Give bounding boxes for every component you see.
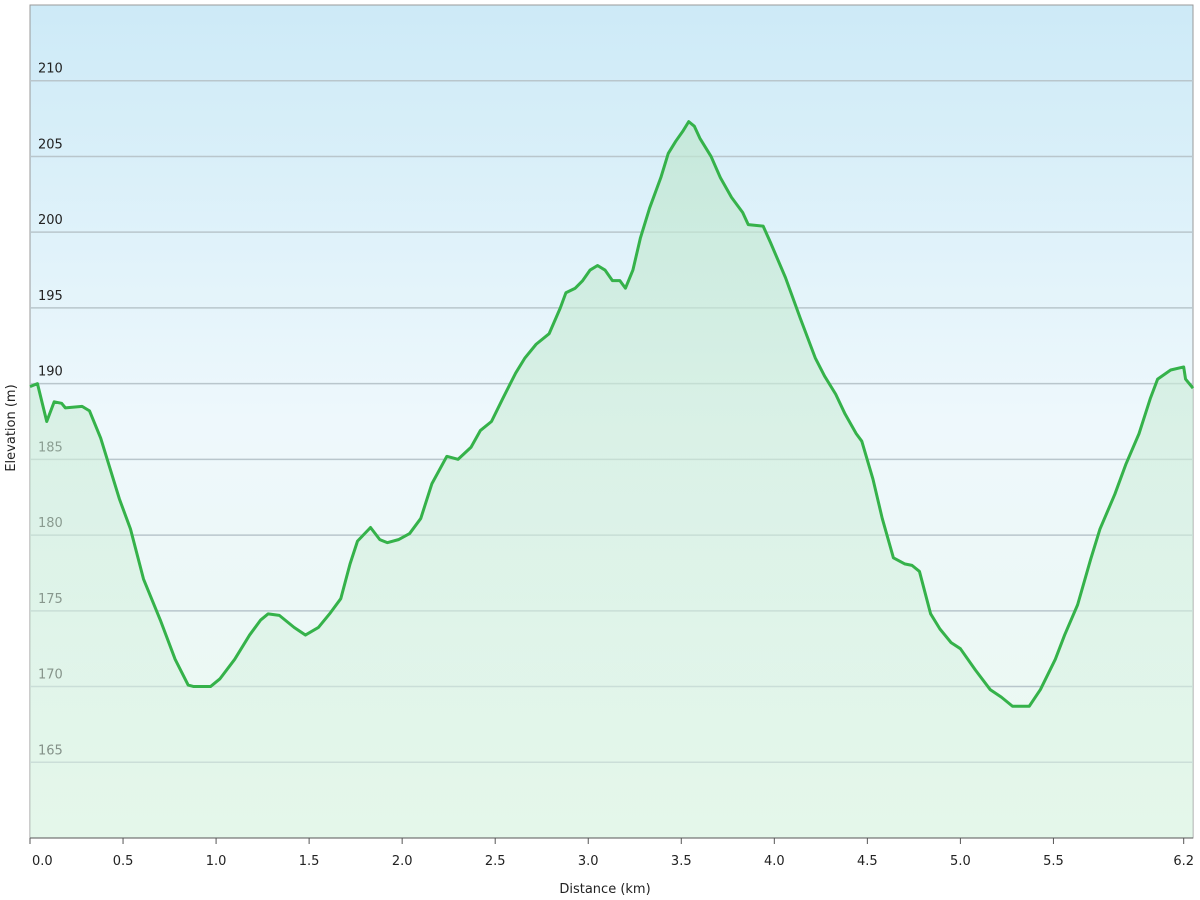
x-tick-label: 1.0 bbox=[206, 854, 227, 869]
x-tick-label: 0.0 bbox=[32, 854, 53, 869]
y-tick-label: 205 bbox=[38, 137, 63, 152]
y-tick-label: 190 bbox=[38, 365, 63, 380]
x-tick-label: 0.5 bbox=[113, 854, 134, 869]
y-tick-label: 200 bbox=[38, 213, 63, 228]
x-tick-label: 1.5 bbox=[299, 854, 320, 869]
x-tick-label: 6.2 bbox=[1173, 854, 1194, 869]
x-tick-label: 4.5 bbox=[857, 854, 878, 869]
x-tick-label: 2.5 bbox=[485, 854, 506, 869]
x-tick-label: 3.5 bbox=[671, 854, 692, 869]
area-fill bbox=[30, 121, 1193, 839]
x-tick-label: 5.0 bbox=[950, 854, 971, 869]
y-tick-label: 210 bbox=[38, 62, 63, 77]
y-tick-label: 195 bbox=[38, 289, 63, 304]
elevation-line bbox=[29, 120, 1195, 708]
x-tick-label: 5.5 bbox=[1043, 854, 1064, 869]
x-axis-title: Distance (km) bbox=[559, 882, 650, 897]
x-tick-label: 3.0 bbox=[578, 854, 599, 869]
y-axis-title: Elevation (m) bbox=[4, 384, 19, 471]
x-tick-label: 2.0 bbox=[392, 854, 413, 869]
x-tick-label: 4.0 bbox=[764, 854, 785, 869]
